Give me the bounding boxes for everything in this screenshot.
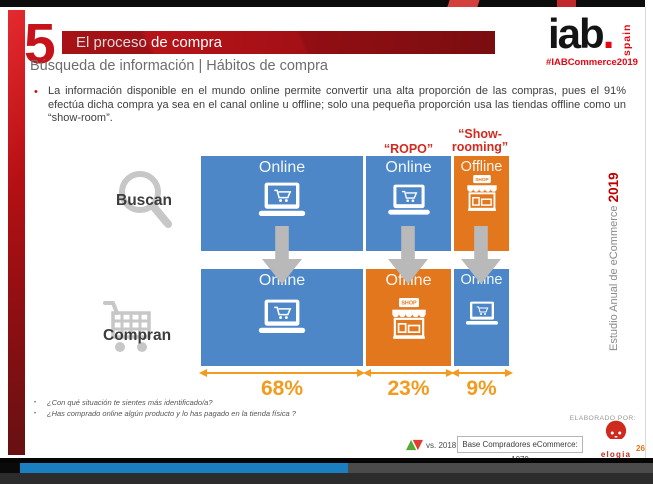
laptop-cart-icon	[258, 182, 306, 217]
percentage-value: 9%	[466, 377, 497, 400]
footnotes: ¿Con qué situación te sientes más identi…	[34, 397, 296, 420]
left-red-ribbon	[8, 10, 25, 455]
bullet-marker: •	[34, 86, 38, 98]
slide-bottom-border	[0, 458, 653, 463]
box-compran-online-2: Online	[454, 269, 509, 366]
elogia-logo-icon	[604, 420, 628, 446]
footnote: ¿Con qué situación te sientes más identi…	[34, 397, 296, 409]
laptop-cart-icon	[387, 184, 430, 215]
event-hashtag: #IABCommerce2019	[546, 57, 638, 68]
cart-icon	[103, 301, 151, 352]
page-number: 26	[636, 444, 645, 453]
channel-label: Offline	[460, 159, 503, 175]
elogia-logo: elogia	[595, 420, 637, 459]
sample-base-box: Base Compradores eCommerce: 1070	[457, 436, 583, 464]
study-title-vertical: Estudio Anual de eCommerce 2019	[606, 133, 621, 351]
elogia-wordmark: elogia	[600, 450, 632, 459]
row-label-buscan: Buscan	[116, 192, 172, 209]
column-header-ropo: “ROPO”	[383, 142, 434, 156]
box-compran-offline: Offline SHOP	[366, 269, 451, 366]
vs-indicator-icon	[406, 439, 423, 451]
top-bar	[0, 0, 645, 10]
page-subtitle: Búsqueda de información | Hábitos de com…	[30, 58, 328, 74]
percentage-value: 23%	[387, 377, 430, 400]
search-icon	[119, 171, 172, 228]
player-footer-strip	[0, 473, 653, 484]
progress-played[interactable]	[20, 463, 348, 473]
vs-2018-indicator: vs. 2018	[406, 439, 456, 451]
storefront-icon: SHOP	[391, 298, 426, 339]
box-compran-online-1: Online	[201, 269, 363, 366]
shop-sign-text: SHOP	[401, 301, 417, 307]
study-name: Estudio Anual de eCommerce	[608, 202, 620, 351]
channel-label: Online	[258, 159, 306, 176]
vs-label: vs. 2018	[426, 440, 457, 450]
banner-title: El proceso de compra	[62, 31, 495, 54]
intro-paragraph: La información disponible en el mundo on…	[48, 85, 626, 124]
elaborado-label: ELABORADO POR:	[569, 415, 636, 422]
percentage-value: 68%	[260, 377, 304, 400]
laptop-cart-icon	[465, 301, 498, 325]
laptop-cart-icon	[258, 299, 306, 334]
study-year: 2019	[606, 172, 621, 203]
iab-logo: iab. spain	[548, 10, 640, 58]
player-progress-bar[interactable]	[0, 463, 653, 473]
range-arrow	[363, 369, 454, 377]
range-arrow	[451, 369, 513, 377]
top-red-accent	[557, 0, 576, 7]
footnote: ¿Has comprado online algún producto y lo…	[34, 408, 296, 420]
column-header-showrooming: “Show- rooming”	[448, 128, 512, 154]
shop-sign-text: SHOP	[475, 177, 488, 183]
box-buscan-online-1: Online	[201, 156, 363, 251]
slide-edge	[645, 7, 646, 458]
iab-logo-dot: .	[602, 10, 615, 57]
channel-label: Online	[385, 159, 432, 176]
iab-logo-region: spain	[621, 23, 633, 56]
iab-logo-word: iab	[548, 10, 605, 57]
showrooming-line1: “Show-	[458, 127, 502, 141]
range-arrow	[199, 369, 365, 377]
showrooming-line2: rooming”	[451, 140, 509, 154]
progress-lead	[0, 463, 20, 473]
storefront-icon: SHOP	[466, 175, 497, 211]
section-number: 5	[24, 12, 56, 76]
row-label-compran: Compran	[103, 327, 172, 344]
